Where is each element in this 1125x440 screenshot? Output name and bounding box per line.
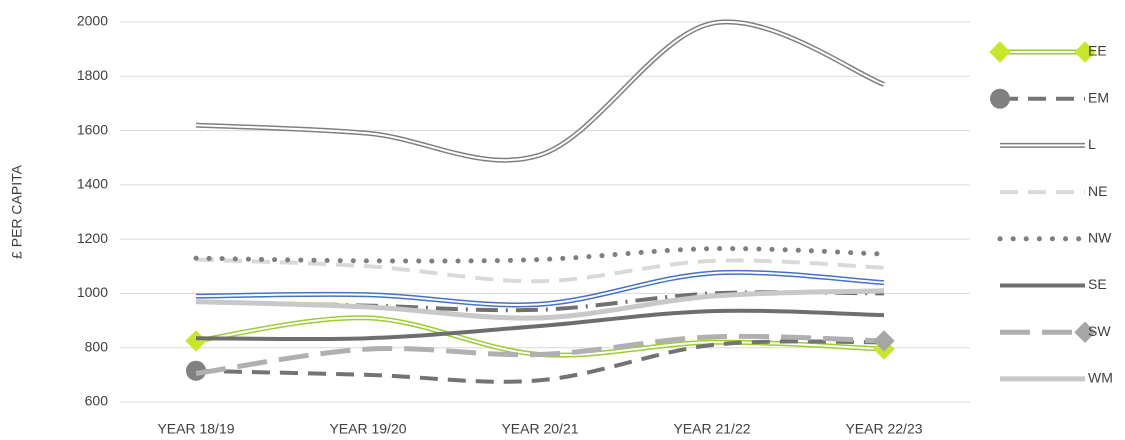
y-tick-label: 600 <box>85 393 109 409</box>
line <box>195 257 885 284</box>
legend-label: EM <box>1088 89 1109 105</box>
y-tick-label: 1200 <box>77 230 108 246</box>
line <box>193 246 887 264</box>
line <box>195 19 885 163</box>
legend-label: SE <box>1088 276 1107 292</box>
y-tick-label: 2000 <box>77 13 108 29</box>
line <box>195 339 885 384</box>
marker <box>186 360 206 381</box>
x-tick-label: YEAR 20/21 <box>501 421 578 437</box>
line-inner <box>195 271 885 306</box>
legend-label: WM <box>1088 370 1113 386</box>
legend-marker <box>990 88 1010 109</box>
y-tick-label: 1600 <box>77 121 108 137</box>
line <box>195 308 885 342</box>
y-axis-label: £ PER CAPITA <box>9 164 25 259</box>
legend-marker <box>989 41 1011 63</box>
y-tick-label: 1400 <box>77 176 108 192</box>
y-tick-label: 800 <box>85 338 109 354</box>
x-tick-label: YEAR 22/23 <box>845 421 922 437</box>
x-tick-label: YEAR 18/19 <box>157 421 234 437</box>
line-inner <box>195 316 885 357</box>
x-tick-label: YEAR 21/22 <box>673 421 750 437</box>
line <box>195 288 885 321</box>
y-tick-label: 1800 <box>77 67 108 83</box>
line <box>195 269 885 308</box>
legend-label: EE <box>1088 43 1107 59</box>
marker <box>873 330 895 352</box>
line <box>195 333 885 376</box>
legend-marker <box>1074 321 1096 343</box>
legend-label: NW <box>1088 230 1112 246</box>
line-inner <box>195 20 885 162</box>
x-tick-label: YEAR 19/20 <box>329 421 406 437</box>
y-tick-label: 1000 <box>77 284 108 300</box>
legend-marker <box>1074 41 1096 63</box>
legend-label: SW <box>1088 323 1111 339</box>
legend-label: NE <box>1088 183 1107 199</box>
legend-label: L <box>1088 136 1096 152</box>
